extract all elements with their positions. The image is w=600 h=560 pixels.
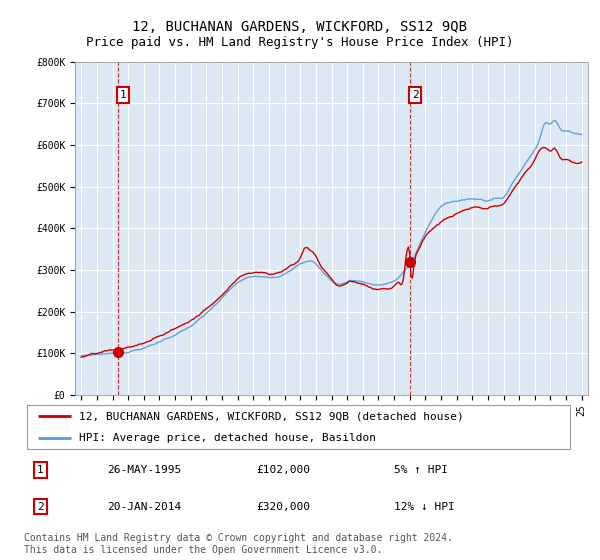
Text: 1: 1 xyxy=(120,90,127,100)
Text: £320,000: £320,000 xyxy=(256,502,310,511)
Text: 1: 1 xyxy=(37,465,44,475)
Text: 12, BUCHANAN GARDENS, WICKFORD, SS12 9QB: 12, BUCHANAN GARDENS, WICKFORD, SS12 9QB xyxy=(133,20,467,34)
Text: 5% ↑ HPI: 5% ↑ HPI xyxy=(394,465,448,475)
Text: £102,000: £102,000 xyxy=(256,465,310,475)
Text: 12, BUCHANAN GARDENS, WICKFORD, SS12 9QB (detached house): 12, BUCHANAN GARDENS, WICKFORD, SS12 9QB… xyxy=(79,411,464,421)
Text: 26-MAY-1995: 26-MAY-1995 xyxy=(107,465,181,475)
Text: 12% ↓ HPI: 12% ↓ HPI xyxy=(394,502,455,511)
Text: Contains HM Land Registry data © Crown copyright and database right 2024.
This d: Contains HM Land Registry data © Crown c… xyxy=(24,533,453,555)
Text: 20-JAN-2014: 20-JAN-2014 xyxy=(107,502,181,511)
Text: HPI: Average price, detached house, Basildon: HPI: Average price, detached house, Basi… xyxy=(79,433,376,443)
Text: 2: 2 xyxy=(37,502,44,511)
FancyBboxPatch shape xyxy=(27,405,571,449)
Text: 2: 2 xyxy=(412,90,419,100)
Text: Price paid vs. HM Land Registry's House Price Index (HPI): Price paid vs. HM Land Registry's House … xyxy=(86,36,514,49)
